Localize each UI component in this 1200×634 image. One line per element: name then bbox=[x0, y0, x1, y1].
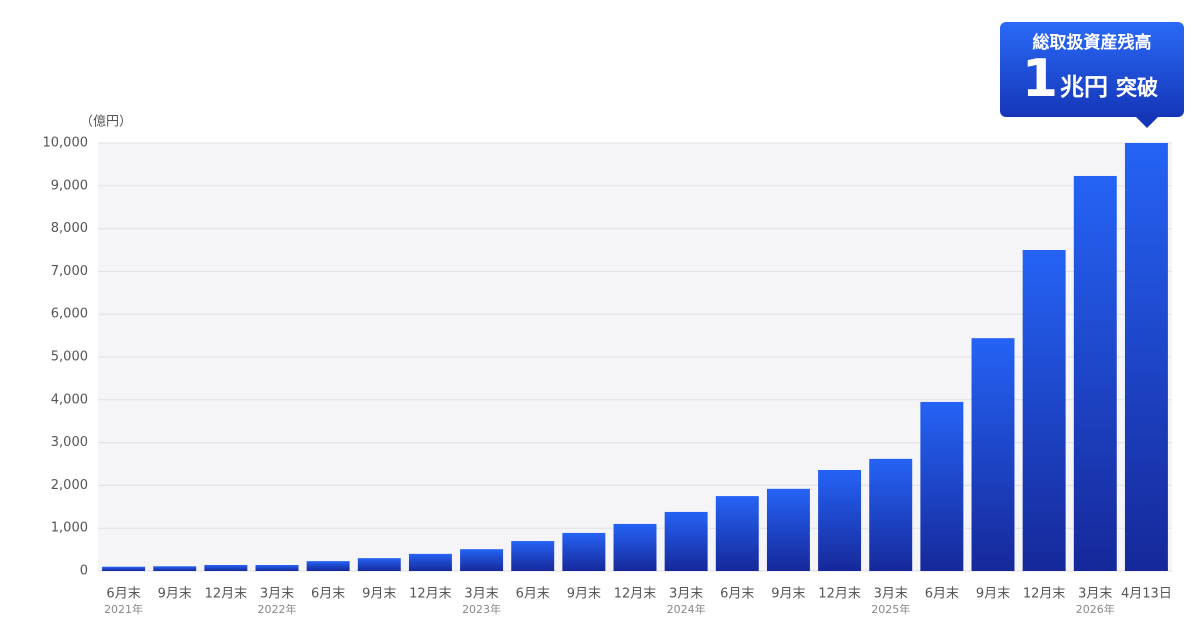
x-tick-label: 6月末 bbox=[925, 587, 959, 602]
x-tick-label: 12月末 bbox=[818, 587, 861, 602]
x-tick-label: 12月末 bbox=[409, 587, 452, 602]
callout-big: 1 bbox=[1022, 49, 1058, 109]
x-year-label: 2026年 bbox=[1076, 602, 1115, 616]
bar bbox=[766, 488, 810, 571]
callout-suffix: 突破 bbox=[1116, 76, 1158, 100]
x-tick-label: 3月末 bbox=[669, 587, 703, 602]
x-tick-label: 3月末 bbox=[464, 587, 498, 602]
bar bbox=[1124, 143, 1168, 571]
unit-label: （億円） bbox=[80, 114, 132, 130]
x-year-label: 2025年 bbox=[871, 602, 910, 616]
bar bbox=[920, 401, 964, 571]
x-tick-label: 6月末 bbox=[311, 587, 345, 602]
bar bbox=[869, 458, 913, 571]
bar bbox=[306, 561, 350, 571]
bar bbox=[255, 565, 299, 571]
x-tick-label: 12月末 bbox=[1023, 587, 1066, 602]
y-tick-label: 5,000 bbox=[51, 350, 88, 365]
y-tick-label: 4,000 bbox=[51, 392, 88, 407]
callout-unit: 兆円 bbox=[1060, 73, 1108, 101]
y-tick-label: 3,000 bbox=[51, 435, 88, 450]
x-tick-label: 6月末 bbox=[106, 587, 140, 602]
x-tick-label: 3月末 bbox=[874, 587, 908, 602]
x-tick-label: 12月末 bbox=[205, 587, 248, 602]
bar bbox=[613, 523, 657, 571]
x-tick-label: 9月末 bbox=[567, 587, 601, 602]
y-tick-label: 2,000 bbox=[51, 478, 88, 493]
y-tick-label: 8,000 bbox=[51, 221, 88, 236]
bar bbox=[102, 566, 146, 571]
bar bbox=[1022, 250, 1066, 571]
callout: 総取扱資産残高 1 兆円 突破 bbox=[1000, 22, 1184, 128]
x-tick-label: 9月末 bbox=[158, 587, 192, 602]
y-tick-label: 7,000 bbox=[51, 264, 88, 279]
bar bbox=[153, 566, 197, 571]
bar bbox=[204, 565, 248, 571]
x-year-label: 2022年 bbox=[258, 602, 297, 616]
x-tick-label: 6月末 bbox=[516, 587, 550, 602]
bar bbox=[357, 558, 401, 571]
x-year-label: 2021年 bbox=[104, 602, 143, 616]
bar bbox=[1073, 175, 1117, 571]
x-tick-label: 12月末 bbox=[614, 587, 657, 602]
y-tick-label: 6,000 bbox=[51, 307, 88, 322]
y-tick-label: 10,000 bbox=[43, 136, 89, 151]
x-tick-label: 4月13日 bbox=[1121, 587, 1172, 602]
x-tick-label: 9月末 bbox=[771, 587, 805, 602]
x-tick-label: 3月末 bbox=[1078, 587, 1112, 602]
bar bbox=[460, 549, 504, 571]
bar bbox=[971, 338, 1015, 571]
x-tick-label: 9月末 bbox=[976, 587, 1010, 602]
bar bbox=[511, 541, 555, 571]
callout-pointer bbox=[1136, 117, 1158, 128]
callout-title: 総取扱資産残高 bbox=[1033, 32, 1152, 53]
y-tick-label: 1,000 bbox=[51, 521, 88, 536]
x-year-label: 2023年 bbox=[462, 602, 501, 616]
bar bbox=[408, 553, 452, 571]
x-tick-label: 9月末 bbox=[362, 587, 396, 602]
y-tick-label: 0 bbox=[80, 564, 88, 579]
callout-box bbox=[1000, 22, 1184, 117]
x-tick-label: 6月末 bbox=[720, 587, 754, 602]
bar bbox=[562, 532, 606, 571]
bar bbox=[818, 469, 862, 571]
x-tick-label: 3月末 bbox=[260, 587, 294, 602]
bar bbox=[664, 511, 708, 571]
x-year-label: 2024年 bbox=[667, 602, 706, 616]
bar bbox=[715, 496, 759, 571]
y-tick-label: 9,000 bbox=[51, 178, 88, 193]
